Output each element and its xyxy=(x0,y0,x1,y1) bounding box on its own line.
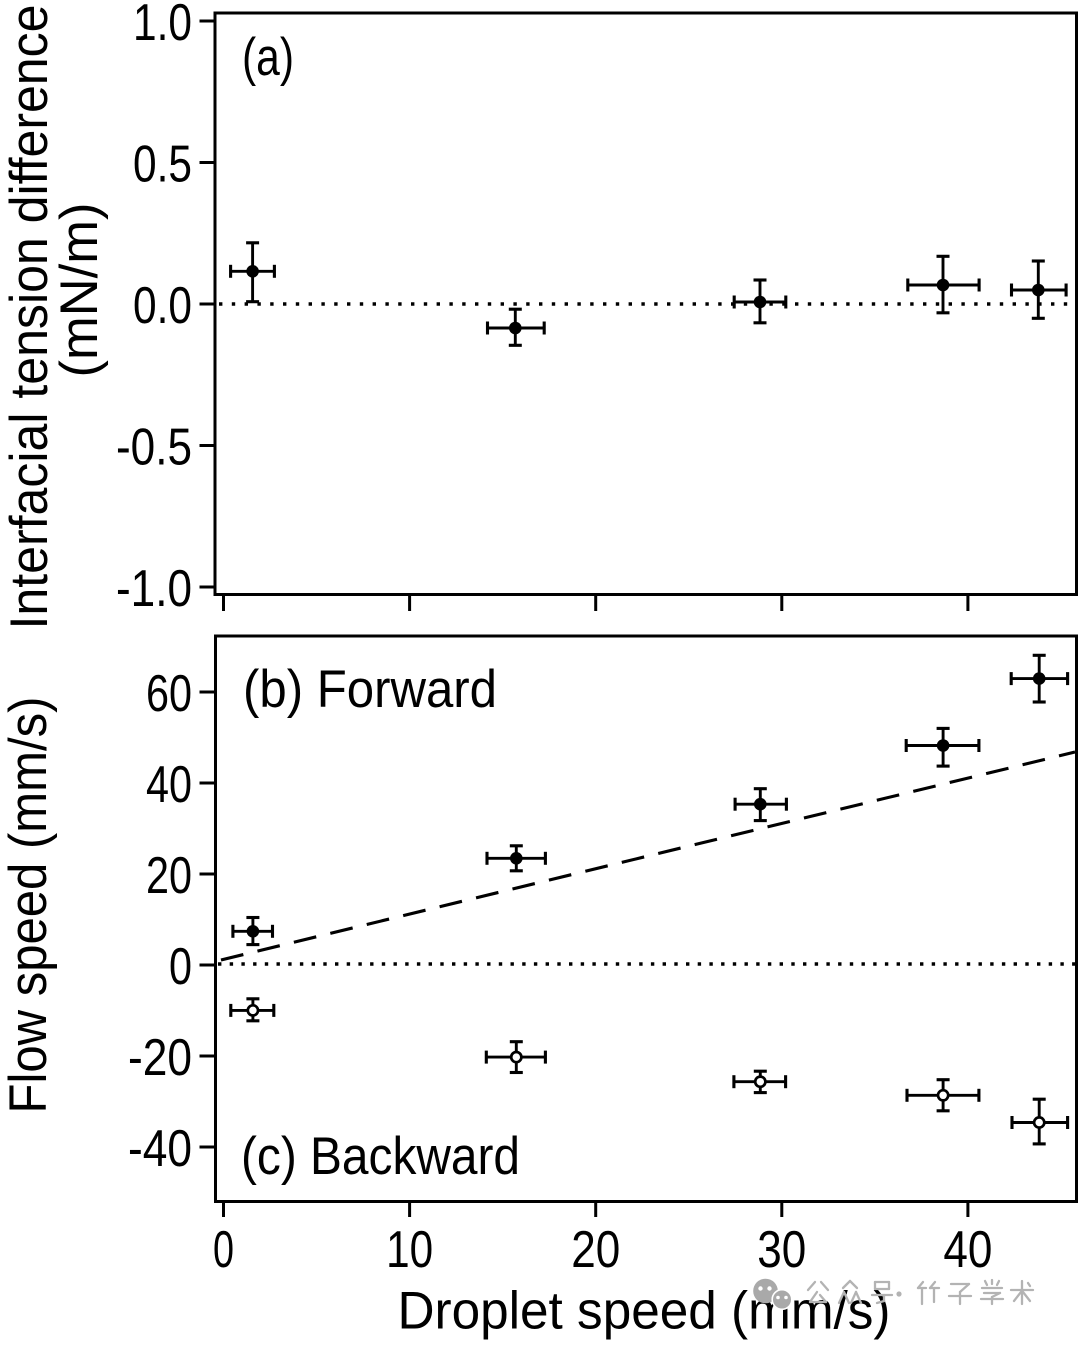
svg-text:0.0: 0.0 xyxy=(133,277,192,335)
svg-text:Interfacial tension difference: Interfacial tension difference xyxy=(0,5,59,630)
svg-text:(a): (a) xyxy=(242,28,294,87)
svg-text:-40: -40 xyxy=(128,1120,192,1178)
svg-text:20: 20 xyxy=(571,1221,620,1279)
svg-text:(c) Backward: (c) Backward xyxy=(241,1127,520,1186)
svg-text:-0.5: -0.5 xyxy=(116,419,192,477)
svg-text:40: 40 xyxy=(943,1221,992,1279)
svg-text:0.5: 0.5 xyxy=(133,136,192,194)
svg-text:1.0: 1.0 xyxy=(133,0,192,52)
svg-text:0: 0 xyxy=(213,1221,234,1279)
svg-text:-1.0: -1.0 xyxy=(116,560,192,618)
svg-text:30: 30 xyxy=(757,1221,806,1279)
svg-text:Flow speed (mm/s): Flow speed (mm/s) xyxy=(0,697,58,1114)
svg-text:(mN/m): (mN/m) xyxy=(50,203,109,378)
svg-text:-20: -20 xyxy=(128,1029,192,1087)
svg-text:(b) Forward: (b) Forward xyxy=(243,660,497,719)
svg-text:10: 10 xyxy=(386,1221,433,1279)
svg-text:Droplet speed (mm/s): Droplet speed (mm/s) xyxy=(398,1282,891,1341)
svg-text:0: 0 xyxy=(169,938,192,996)
svg-text:20: 20 xyxy=(146,847,192,905)
svg-text:60: 60 xyxy=(146,665,192,723)
svg-text:40: 40 xyxy=(146,756,192,814)
